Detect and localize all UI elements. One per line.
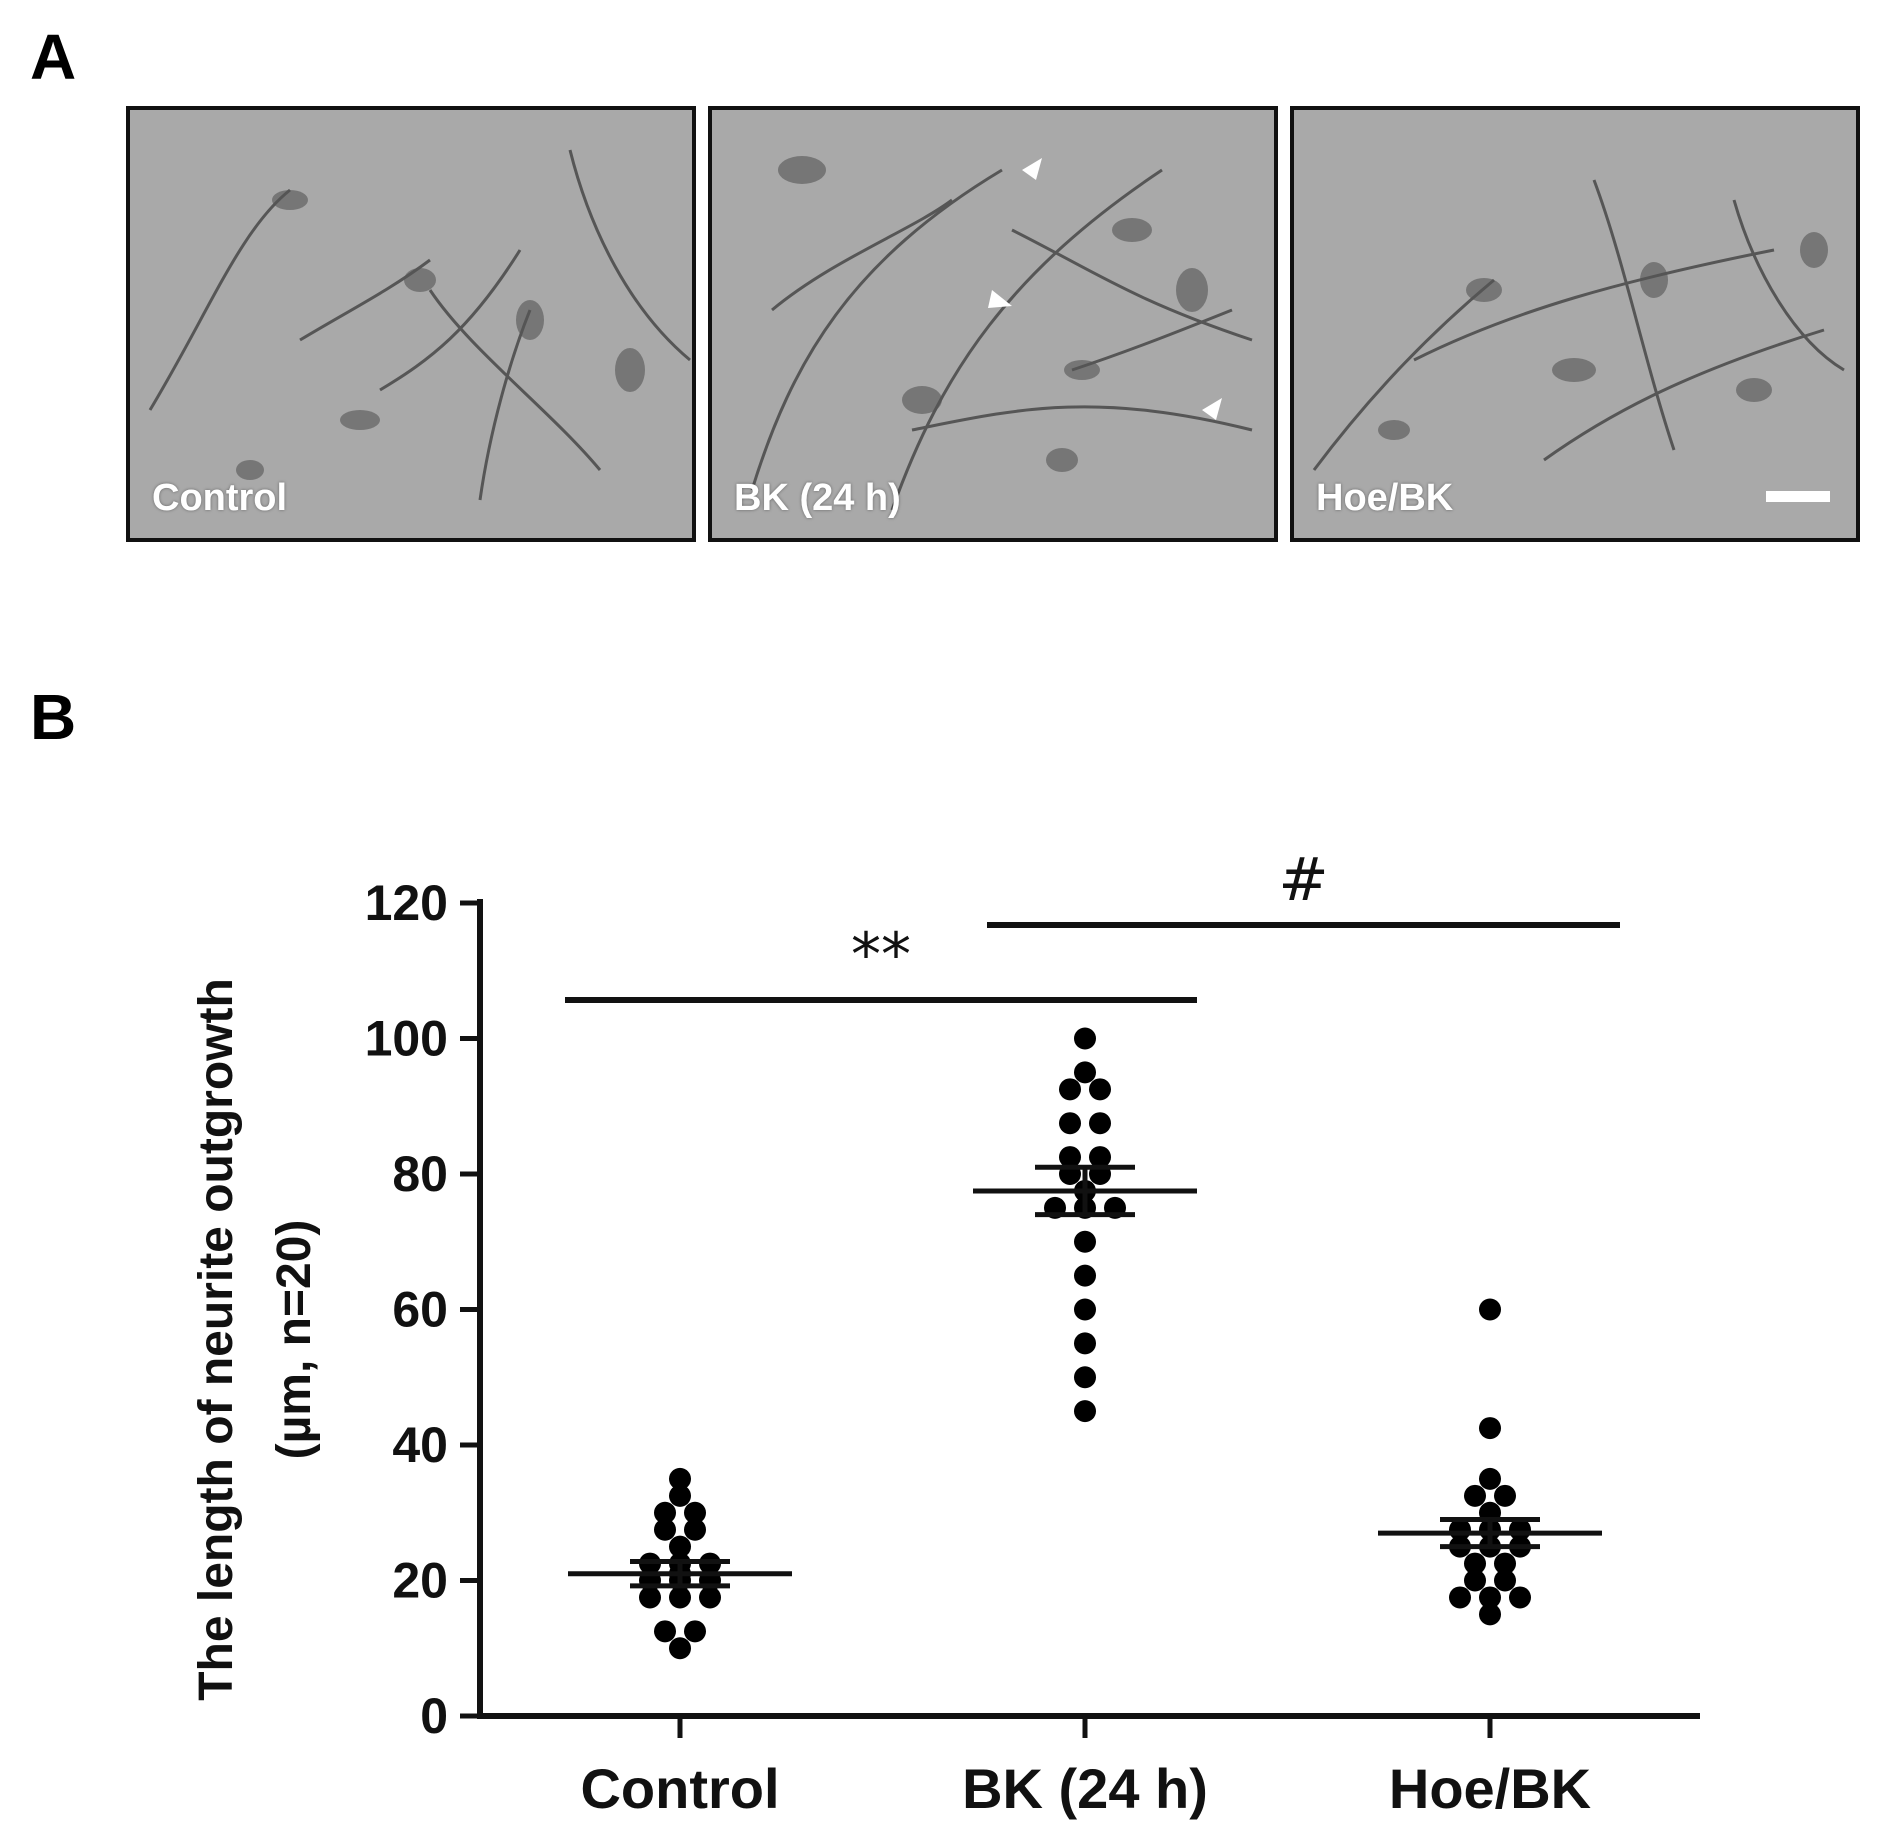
data-point [639, 1586, 661, 1609]
y-tick-label: 0 [420, 1688, 448, 1744]
data-point [1074, 1332, 1096, 1355]
data-point [1059, 1078, 1081, 1101]
data-point [1464, 1552, 1486, 1575]
data-point [684, 1518, 706, 1541]
data-point [669, 1535, 691, 1558]
data-point [1494, 1552, 1516, 1575]
data-point [1479, 1467, 1501, 1490]
micrograph-label: Hoe/BK [1316, 477, 1454, 519]
data-point [669, 1484, 691, 1507]
data-point [1074, 1264, 1096, 1287]
data-point [1074, 1366, 1096, 1389]
y-tick-label: 60 [392, 1282, 448, 1338]
micrograph-bk: BK (24 h) [708, 106, 1278, 542]
data-point [654, 1620, 676, 1643]
micrograph-label: Control [152, 477, 288, 519]
data-point [699, 1586, 721, 1609]
data-point [1494, 1484, 1516, 1507]
data-point [654, 1518, 676, 1541]
data-point [1509, 1586, 1531, 1609]
data-point [1059, 1146, 1081, 1169]
data-point [1479, 1603, 1501, 1626]
data-point [654, 1501, 676, 1524]
panel-a-letter: A [30, 21, 77, 93]
data-point [1464, 1484, 1486, 1507]
micrograph-hoe-bk: Hoe/BK [1290, 106, 1860, 542]
y-axis-label-line1: The length of neurite outgrowth [190, 978, 243, 1701]
micrograph-label: BK (24 h) [734, 477, 901, 519]
data-point [1059, 1112, 1081, 1135]
x-tick-label: BK (24 h) [962, 1757, 1208, 1820]
data-point [1074, 1061, 1096, 1084]
y-tick-label: 100 [365, 1011, 448, 1067]
cell-image-hoe-bk [1312, 179, 1845, 471]
scatter-chart: The length of neurite outgrowth (µm, n=2… [190, 845, 1700, 1820]
x-tick-label: Hoe/BK [1389, 1757, 1591, 1820]
data-point [669, 1586, 691, 1609]
data-point [1449, 1586, 1471, 1609]
y-tick-label: 80 [392, 1146, 448, 1202]
data-point [1479, 1586, 1501, 1609]
cell-image-control [148, 149, 691, 501]
data-point [1074, 1027, 1096, 1050]
y-tick-label: 40 [392, 1417, 448, 1473]
data-point [1089, 1078, 1111, 1101]
x-tick-label: Control [580, 1757, 779, 1820]
significance-label: # [1278, 845, 1328, 915]
y-tick-label: 120 [365, 875, 448, 931]
data-point [669, 1637, 691, 1660]
data-point [669, 1467, 691, 1490]
data-point [1464, 1569, 1486, 1592]
data-point [1074, 1230, 1096, 1253]
data-point [1074, 1400, 1096, 1423]
data-point [1089, 1112, 1111, 1135]
data-point [1089, 1146, 1111, 1169]
data-point [1479, 1298, 1501, 1321]
data-point [684, 1620, 706, 1643]
data-point [684, 1501, 706, 1524]
arrow-markers [988, 158, 1222, 420]
panel-b-letter: B [30, 681, 77, 753]
cell-image-bk [750, 156, 1253, 511]
y-axis-label: The length of neurite outgrowth (µm, n=2… [190, 978, 321, 1701]
y-tick-label: 20 [392, 1553, 448, 1609]
significance-label: ** [851, 920, 911, 990]
data-point [1479, 1417, 1501, 1440]
micrograph-control: Control [126, 106, 696, 542]
data-point [1074, 1298, 1096, 1321]
scale-bar [1766, 491, 1830, 502]
data-point [1494, 1569, 1516, 1592]
y-axis-label-line2: (µm, n=20) [268, 1220, 321, 1460]
